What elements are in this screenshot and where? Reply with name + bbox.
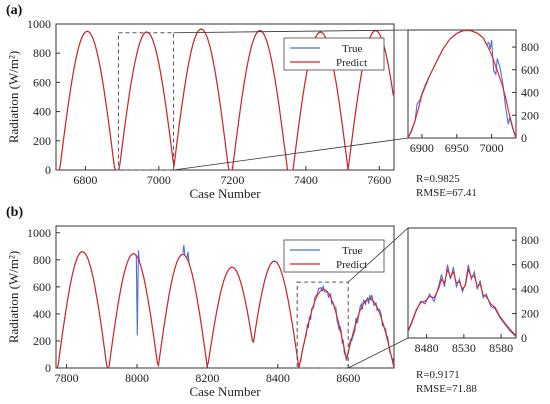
- panel-a-inset-xtick-label: 6950: [445, 141, 469, 155]
- panel-a-inset-frame: [407, 29, 517, 139]
- panel-a-ytick-label: 800: [33, 46, 51, 60]
- panel-b-legend-true-label: True: [342, 245, 362, 257]
- panel-b-legend-predict-label: Predict: [336, 259, 367, 271]
- panel-a-stat-rmse: RMSE=67.41: [416, 187, 477, 199]
- panel-b-connector-top: [347, 227, 409, 283]
- panel-b-xtick-label: 8200: [195, 371, 219, 385]
- panel-b-ytick-label: 600: [33, 280, 51, 294]
- panel-a-legend-predict-label: Predict: [336, 57, 367, 69]
- panel-a-inset-series-predict: [408, 30, 516, 138]
- panel-a-label: (a): [6, 3, 23, 18]
- panel-a-legend-true-label: True: [342, 43, 362, 55]
- panel-a-ylabel: Radiation (W/m²): [6, 51, 21, 143]
- panel-b-xtick-label: 7800: [55, 371, 79, 385]
- panel-b-label: (b): [6, 205, 23, 220]
- panel-a-ytick-label: 0: [45, 163, 51, 177]
- panel-b-legend-box: [283, 239, 385, 273]
- panel-b-inset-ytick-label: 600: [521, 258, 539, 272]
- panel-a-zoom-box: [117, 32, 175, 171]
- panel-a-inset-ytick-label: 200: [521, 108, 539, 122]
- panel-b-ytick-label: 800: [33, 253, 51, 267]
- panel-b-ylabel: Radiation (W/m²): [6, 251, 21, 343]
- panel-a-legend-box: [283, 37, 385, 71]
- panel-a-series-predict: [56, 28, 394, 170]
- panel-b-xtick-label: 8400: [266, 371, 290, 385]
- panel-a-ytick-label: 600: [33, 75, 51, 89]
- panel-b-ytick-label: 400: [33, 307, 51, 321]
- panel-a-xtick-label: 7600: [367, 173, 391, 187]
- panel-b-inset-series-predict: [408, 267, 516, 336]
- panel-b-inset-ytick-label: 0: [521, 331, 527, 345]
- panel-b-xlabel: Case Number: [189, 384, 261, 399]
- panel-a-stat-r: R=0.9825: [416, 173, 460, 185]
- panel-a-inset-ytick-label: 0: [521, 131, 527, 145]
- panel-a-inset-ytick-label: 800: [521, 40, 539, 54]
- panel-a-ytick-label: 400: [33, 105, 51, 119]
- panel-b-inset-series-true: [408, 264, 516, 338]
- panel-a-inset-ytick-label: 400: [521, 86, 539, 100]
- panel-a-connector-bottom: [173, 137, 409, 171]
- panel-a-inset-xtick-label: 6900: [410, 141, 434, 155]
- panel-b-inset-xtick-label: 8530: [452, 341, 476, 355]
- panel-a-xtick-label: 6800: [73, 173, 97, 187]
- panel-a-xlabel: Case Number: [189, 186, 261, 201]
- panel-a-xtick-label: 7200: [220, 173, 244, 187]
- panel-a-xtick-label: 7400: [294, 173, 318, 187]
- panel-a-ytick-label: 1000: [27, 17, 51, 31]
- panel-a-frame: [55, 23, 395, 171]
- panel-b-stat-rmse: RMSE=71.88: [416, 383, 477, 395]
- panel-b-stat-r: R=0.9171: [416, 369, 460, 381]
- panel-b-xtick-label: 8000: [125, 371, 149, 385]
- panel-b-inset-frame: [407, 227, 517, 339]
- panel-a-inset-series-true: [408, 30, 516, 138]
- panel-b-inset-ytick-label: 200: [521, 307, 539, 321]
- panel-b-connector-bottom: [348, 337, 409, 369]
- panel-b-series-predict: [56, 251, 394, 368]
- panel-a-inset-xtick-label: 7000: [480, 141, 504, 155]
- panel-b-ytick-label: 0: [45, 361, 51, 375]
- panel-a-inset-ytick-label: 600: [521, 63, 539, 77]
- panel-a-ytick-label: 200: [33, 134, 51, 148]
- panel-b-frame: [55, 225, 395, 369]
- panel-b-inset-xtick-label: 8580: [489, 341, 513, 355]
- panel-a-xtick-label: 7000: [147, 173, 171, 187]
- panel-b-inset-ytick-label: 400: [521, 282, 539, 296]
- panel-b-ytick-label: 200: [33, 334, 51, 348]
- panel-b-inset-xtick-label: 8480: [415, 341, 439, 355]
- panel-b-inset-ytick-label: 800: [521, 233, 539, 247]
- panel-a-connector-top: [173, 29, 409, 34]
- panel-b-ytick-label: 1000: [27, 226, 51, 240]
- panel-b-xtick-label: 8600: [336, 371, 360, 385]
- panel-b-zoom-box: [296, 281, 349, 369]
